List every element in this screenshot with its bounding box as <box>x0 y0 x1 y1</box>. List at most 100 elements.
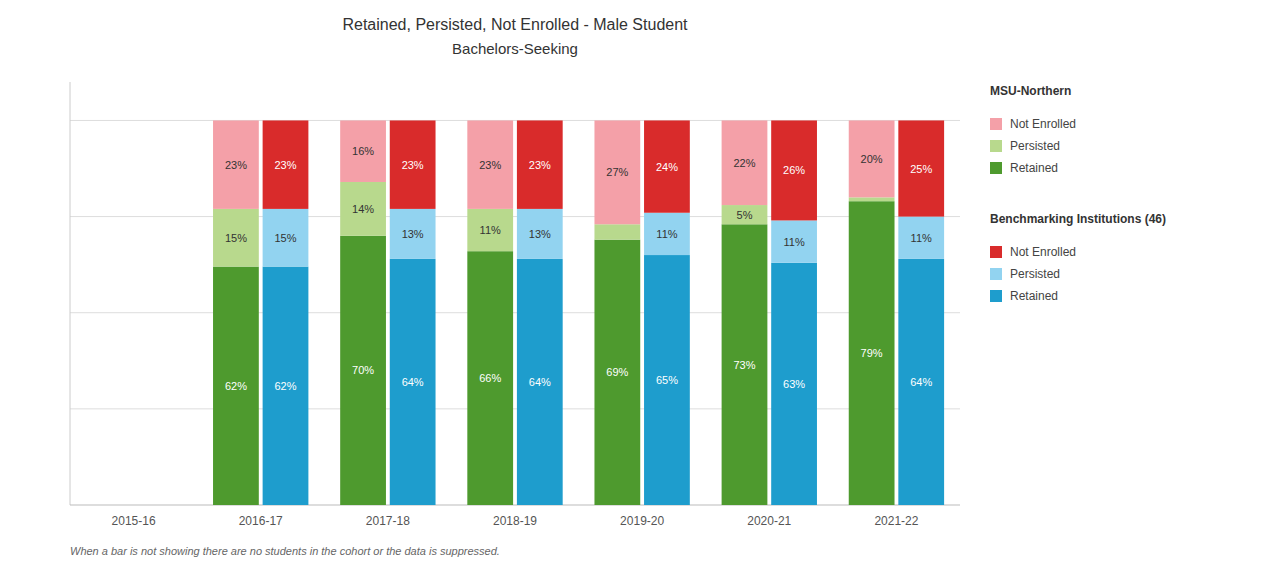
legend: MSU-NorthernNot EnrolledPersistedRetaine… <box>990 84 1166 303</box>
legend-label: Retained <box>1010 289 1058 303</box>
x-tick-label: 2019-20 <box>620 514 664 528</box>
bar-segment <box>213 120 259 208</box>
bar-segment <box>644 213 690 255</box>
bar-segment <box>467 120 513 208</box>
legend-swatch <box>990 162 1002 174</box>
bar-segment <box>390 209 436 259</box>
grid-line <box>70 216 960 217</box>
bar-segment <box>86 505 132 506</box>
bar-segment <box>898 217 944 259</box>
data-label: 27% <box>606 166 628 178</box>
data-label: 62% <box>225 380 247 392</box>
data-label: 73% <box>733 359 755 371</box>
data-label: 65% <box>656 374 678 386</box>
x-tick-label: 2015-16 <box>112 514 156 528</box>
data-label: 13% <box>529 228 551 240</box>
bar-segment <box>517 259 563 505</box>
legend-swatch <box>990 140 1002 152</box>
data-label: 63% <box>783 378 805 390</box>
data-label: 25% <box>910 163 932 175</box>
subtitle: Bachelors-Seeking <box>452 40 578 57</box>
bar-segment <box>517 209 563 259</box>
chart: Retained, Persisted, Not Enrolled - Male… <box>0 0 1263 587</box>
bar-segment <box>771 120 817 220</box>
legend-label: Retained <box>1010 161 1058 175</box>
legend-swatch <box>990 118 1002 130</box>
bar-segment <box>467 251 513 505</box>
bar-segment <box>86 505 132 506</box>
grid-line <box>70 312 960 313</box>
bar-segment <box>594 240 640 505</box>
bar-segment <box>340 120 386 182</box>
bar-segment <box>390 259 436 505</box>
data-label: 23% <box>402 159 424 171</box>
legend-label: Not Enrolled <box>1010 245 1076 259</box>
bar-segment <box>722 224 768 505</box>
bar-segment <box>898 120 944 216</box>
data-label: 22% <box>733 157 755 169</box>
data-label: 79% <box>861 347 883 359</box>
data-label: 11% <box>783 236 804 248</box>
bar-segment <box>86 505 132 506</box>
data-label: 62% <box>274 380 296 392</box>
data-label: 64% <box>910 376 932 388</box>
x-tick-label: 2016-17 <box>239 514 283 528</box>
bar-segment <box>135 505 181 506</box>
bar-segment <box>849 120 895 197</box>
data-labels: 62% 15% 23% 70% 14% 16% 66% 11% 23% 69% 27% 73% 5% 22… <box>225 145 933 392</box>
bar-segment <box>213 209 259 267</box>
bar-segment <box>517 120 563 208</box>
bars <box>213 120 944 505</box>
legend-heading: Benchmarking Institutions (46) <box>990 212 1166 226</box>
data-label: 64% <box>529 376 551 388</box>
bar-segment <box>390 120 436 208</box>
data-label: 69% <box>606 366 628 378</box>
bar-segment <box>263 120 309 208</box>
bar-segment <box>722 120 768 205</box>
grid-line <box>70 120 960 121</box>
grid-line <box>70 408 960 409</box>
bar-segment <box>898 259 944 505</box>
data-label: 16% <box>352 145 374 157</box>
bar-segment <box>135 505 181 506</box>
bar-segment <box>594 120 640 224</box>
data-label: 23% <box>479 159 501 171</box>
footer-note: When a bar is not showing there are no s… <box>70 545 500 557</box>
legend-swatch <box>990 268 1002 280</box>
data-label: 5% <box>737 209 753 221</box>
data-label: 66% <box>479 372 501 384</box>
data-label: 15% <box>274 232 296 244</box>
title: Retained, Persisted, Not Enrolled - Male… <box>342 16 688 33</box>
x-axis-line <box>70 505 960 506</box>
bar-segment <box>213 267 259 505</box>
data-label: 23% <box>529 159 551 171</box>
data-label: 26% <box>783 164 805 176</box>
legend-label: Not Enrolled <box>1010 117 1076 131</box>
bar-segment <box>849 201 895 505</box>
bar-segment <box>849 197 895 201</box>
legend-label: Persisted <box>1010 139 1060 153</box>
bar-segment <box>340 182 386 236</box>
data-label: 11% <box>480 224 501 236</box>
y-axis-line <box>70 82 71 505</box>
bar-segment <box>467 209 513 251</box>
data-label: 15% <box>225 232 247 244</box>
bar-segment <box>644 255 690 505</box>
bar-segment <box>594 224 640 239</box>
data-label: 13% <box>402 228 424 240</box>
bar-segment <box>340 236 386 505</box>
x-tick-label: 2020-21 <box>747 514 791 528</box>
bar-segment <box>771 263 817 505</box>
data-label: 20% <box>861 153 883 165</box>
legend-swatch <box>990 290 1002 302</box>
data-label: 14% <box>352 203 374 215</box>
data-label: 70% <box>352 364 374 376</box>
data-label: 11% <box>911 232 932 244</box>
legend-swatch <box>990 246 1002 258</box>
x-tick-label: 2018-19 <box>493 514 537 528</box>
bar-segment <box>644 120 690 212</box>
data-label: 64% <box>402 376 424 388</box>
bar-segment <box>722 205 768 224</box>
bar-segment <box>135 505 181 506</box>
data-label: 24% <box>656 161 678 173</box>
